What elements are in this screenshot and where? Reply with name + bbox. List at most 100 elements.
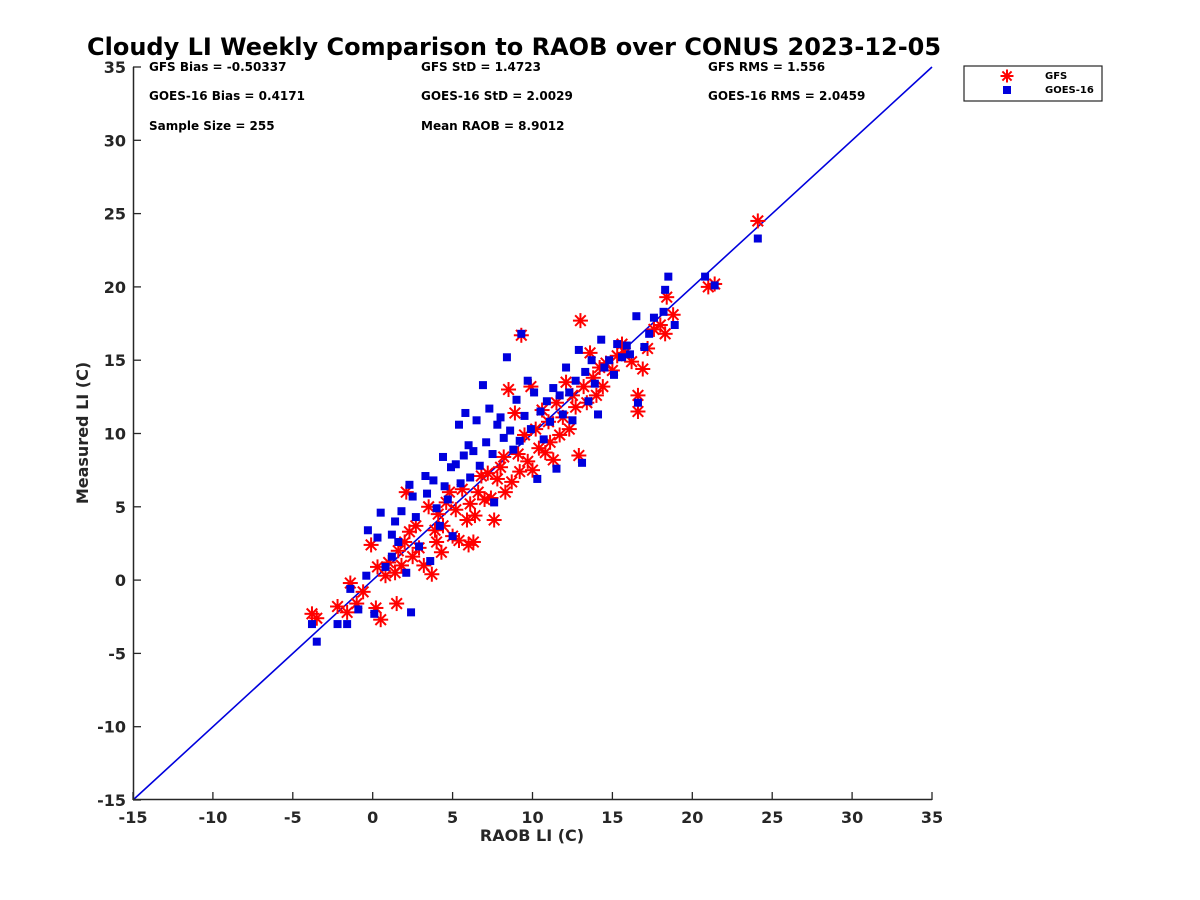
data-point-gfs: [665, 307, 681, 323]
x-axis-title: RAOB LI (C): [480, 826, 584, 845]
legend-label: GFS: [1045, 71, 1067, 82]
data-point-goes16: [475, 461, 484, 470]
x-tick-label: 30: [841, 808, 863, 827]
data-point-goes16: [499, 433, 508, 442]
data-point-goes16: [645, 329, 654, 338]
data-point-gfs: [489, 471, 505, 487]
x-tick-label: -15: [119, 808, 148, 827]
data-point-gfs: [424, 566, 440, 582]
data-point-goes16: [562, 363, 571, 372]
x-tick-label: 25: [761, 808, 783, 827]
data-point-goes16: [594, 410, 603, 419]
y-tick-label: -5: [108, 644, 126, 663]
data-point-goes16: [373, 533, 382, 542]
data-point-goes16: [565, 388, 574, 397]
data-point-goes16: [574, 345, 583, 354]
data-point-goes16: [502, 353, 511, 362]
data-point-goes16: [407, 608, 416, 617]
data-point-gfs: [520, 453, 536, 469]
data-point-goes16: [617, 353, 626, 362]
data-point-goes16: [435, 521, 444, 530]
data-point-goes16: [402, 568, 411, 577]
data-point-goes16: [509, 445, 518, 454]
data-point-goes16: [520, 411, 529, 420]
data-point-goes16: [307, 620, 316, 629]
stat-text: GOES-16 Bias = 0.4171: [149, 89, 305, 103]
data-point-goes16: [405, 480, 414, 489]
data-point-goes16: [411, 513, 420, 522]
data-point-goes16: [526, 425, 535, 434]
y-tick-label: -10: [97, 718, 126, 737]
data-point-goes16: [447, 463, 456, 472]
data-point-goes16: [664, 272, 673, 281]
data-point-goes16: [394, 537, 403, 546]
legend-gfs-marker: [1000, 69, 1014, 83]
data-point-goes16: [515, 436, 524, 445]
data-point-goes16: [454, 420, 463, 429]
data-point-gfs: [496, 449, 512, 465]
data-point-goes16: [381, 562, 390, 571]
data-point-goes16: [490, 498, 499, 507]
data-point-goes16: [472, 416, 481, 425]
data-point-goes16: [363, 526, 372, 535]
y-tick-label: 30: [104, 131, 126, 150]
data-point-goes16: [670, 321, 679, 330]
data-point-goes16: [464, 441, 473, 450]
data-point-goes16: [542, 397, 551, 406]
data-point-goes16: [333, 620, 342, 629]
data-point-goes16: [701, 272, 710, 281]
data-point-goes16: [753, 234, 762, 243]
y-tick-label: -15: [97, 791, 126, 810]
series-gfs: [304, 213, 766, 628]
data-point-gfs: [576, 379, 592, 395]
data-point-goes16: [590, 379, 599, 388]
data-point-goes16: [443, 495, 452, 504]
data-point-goes16: [448, 532, 457, 541]
data-point-goes16: [343, 620, 352, 629]
stat-text: Sample Size = 255: [149, 119, 275, 133]
data-point-goes16: [632, 312, 641, 321]
data-point-goes16: [609, 370, 618, 379]
data-point-goes16: [423, 489, 432, 498]
data-point-gfs: [339, 604, 355, 620]
data-point-goes16: [485, 404, 494, 413]
data-point-gfs: [465, 534, 481, 550]
data-point-goes16: [555, 391, 564, 400]
legend-label: GOES-16: [1045, 85, 1094, 96]
data-point-gfs: [373, 612, 389, 628]
data-point-goes16: [408, 492, 417, 501]
data-point-gfs: [512, 464, 528, 480]
data-point-goes16: [478, 381, 487, 390]
data-point-goes16: [354, 605, 363, 614]
stat-text: GFS StD = 1.4723: [421, 60, 541, 74]
data-point-goes16: [649, 313, 658, 322]
x-tick-label: 5: [447, 808, 458, 827]
data-point-gfs: [657, 326, 673, 342]
data-point-gfs: [504, 474, 520, 490]
data-point-goes16: [440, 482, 449, 491]
data-point-goes16: [536, 407, 545, 416]
data-point-goes16: [633, 398, 642, 407]
data-point-goes16: [466, 473, 475, 482]
y-tick-label: 20: [104, 278, 126, 297]
x-tick-label: -5: [284, 808, 302, 827]
data-point-gfs: [486, 512, 502, 528]
data-point-gfs: [497, 484, 513, 500]
data-point-goes16: [523, 376, 532, 385]
data-point-goes16: [506, 426, 515, 435]
data-point-gfs: [750, 213, 766, 229]
data-point-goes16: [391, 517, 400, 526]
data-point-gfs: [405, 549, 421, 565]
data-point-goes16: [549, 384, 558, 393]
data-point-goes16: [346, 584, 355, 593]
data-point-goes16: [600, 363, 609, 372]
data-point-goes16: [568, 416, 577, 425]
data-point-goes16: [552, 464, 561, 473]
legend-goes16-marker: [1003, 86, 1011, 94]
stat-text: GOES-16 StD = 2.0029: [421, 89, 573, 103]
x-tick-label: 10: [521, 808, 543, 827]
data-point-goes16: [426, 557, 435, 566]
data-point-goes16: [661, 285, 670, 294]
data-point-goes16: [376, 508, 385, 517]
data-point-goes16: [451, 460, 460, 469]
